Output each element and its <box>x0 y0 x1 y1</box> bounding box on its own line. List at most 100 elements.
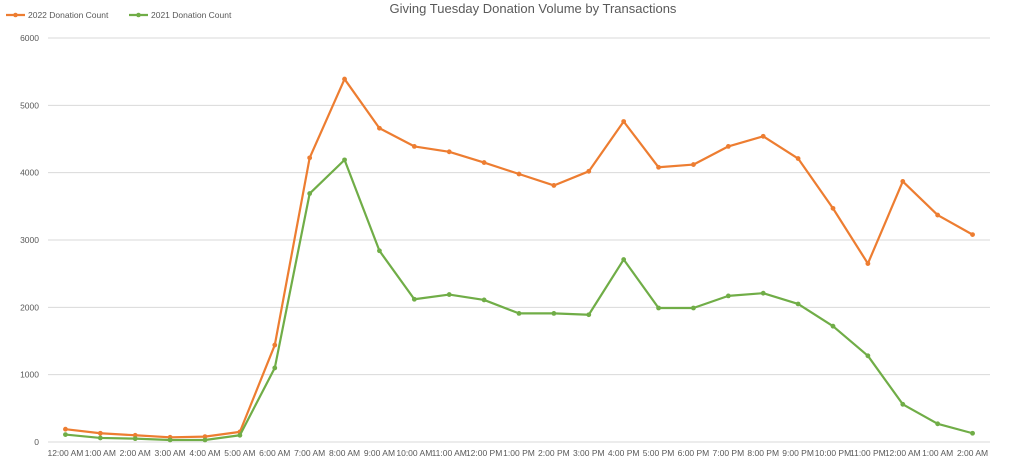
data-point <box>63 426 68 432</box>
data-point <box>97 435 103 441</box>
y-tick-label: 2000 <box>20 302 39 312</box>
legend-marker-2022 <box>13 12 18 18</box>
data-point <box>725 293 731 299</box>
data-point <box>411 144 417 149</box>
data-point <box>97 430 103 436</box>
data-point <box>830 205 836 211</box>
data-point <box>516 171 522 177</box>
data-point <box>307 191 313 196</box>
data-point <box>342 76 347 82</box>
data-point <box>586 168 592 174</box>
data-point <box>202 434 208 440</box>
data-point <box>481 297 487 303</box>
y-tick-label: 1000 <box>20 370 39 380</box>
x-tick-label: 3:00 PM <box>573 448 605 458</box>
x-tick-label: 11:00 AM <box>432 448 467 458</box>
data-point <box>272 342 278 348</box>
data-point <box>446 149 452 155</box>
series-group <box>63 76 975 443</box>
data-point <box>516 310 522 316</box>
y-tick-label: 0 <box>34 437 39 447</box>
y-tick-label: 5000 <box>20 100 39 110</box>
data-point <box>621 257 627 262</box>
data-point <box>411 296 417 302</box>
legend-item-2021: 2021 Donation Count <box>129 10 232 20</box>
data-point <box>551 183 557 188</box>
data-point <box>970 430 975 436</box>
x-tick-label: 6:00 PM <box>678 448 710 458</box>
legend-marker-2021 <box>136 12 141 18</box>
data-point <box>237 432 243 438</box>
data-point <box>307 155 313 161</box>
x-tick-label: 10:00 PM <box>815 448 851 458</box>
x-tick-label: 2:00 AM <box>957 448 988 458</box>
x-tick-label: 9:00 PM <box>782 448 814 458</box>
x-tick-label: 12:00 AM <box>47 448 83 458</box>
series-2022 <box>63 76 975 440</box>
x-tick-label: 2:00 AM <box>120 448 151 458</box>
x-tick-label: 10:00 AM <box>396 448 432 458</box>
data-point <box>377 248 382 254</box>
y-tick-label: 3000 <box>20 235 39 245</box>
data-point <box>795 156 801 161</box>
data-point <box>900 179 906 184</box>
data-point <box>167 437 173 443</box>
data-point <box>725 144 731 149</box>
data-point <box>830 323 836 329</box>
data-point <box>63 432 68 437</box>
x-tick-label: 8:00 PM <box>747 448 779 458</box>
data-point <box>656 305 661 311</box>
data-point <box>795 301 801 307</box>
series-2021 <box>63 157 975 443</box>
data-point <box>865 261 871 266</box>
data-point <box>935 212 941 218</box>
legend-label-2021: 2021 Donation Count <box>151 10 232 20</box>
x-tick-label: 4:00 AM <box>189 448 220 458</box>
data-point <box>691 305 696 311</box>
legend: 2022 Donation Count 2021 Donation Count <box>6 10 232 20</box>
x-tick-label: 8:00 AM <box>329 448 360 458</box>
data-point <box>377 125 382 131</box>
x-tick-label: 1:00 AM <box>922 448 953 458</box>
x-tick-label: 9:00 AM <box>364 448 395 458</box>
y-tick-label: 4000 <box>20 168 39 178</box>
data-point <box>760 290 766 296</box>
x-tick-label: 5:00 AM <box>224 448 255 458</box>
chart-title: Giving Tuesday Donation Volume by Transa… <box>390 1 677 16</box>
data-point <box>132 432 138 438</box>
data-point <box>760 133 766 139</box>
data-point <box>900 401 906 407</box>
x-tick-label: 11:00 PM <box>850 448 886 458</box>
x-axis-ticks: 12:00 AM 1:00 AM 2:00 AM 3:00 AM 4:00 AM 5:00… <box>47 448 988 458</box>
x-tick-label: 7:00 PM <box>713 448 745 458</box>
data-point <box>970 232 975 238</box>
data-point <box>481 160 487 165</box>
data-point <box>621 119 627 124</box>
data-point <box>272 365 278 371</box>
legend-label-2022: 2022 Donation Count <box>28 10 109 20</box>
x-tick-label: 6:00 AM <box>259 448 290 458</box>
gridlines <box>48 37 990 443</box>
legend-item-2022: 2022 Donation Count <box>6 10 109 20</box>
data-point <box>342 157 347 163</box>
data-point <box>935 421 941 427</box>
data-point <box>446 292 452 297</box>
y-tick-label: 6000 <box>20 33 39 43</box>
x-tick-label: 12:00 AM <box>885 448 921 458</box>
data-point <box>132 436 138 442</box>
x-tick-label: 7:00 AM <box>294 448 325 458</box>
data-point <box>656 164 661 170</box>
x-tick-label: 5:00 PM <box>643 448 675 458</box>
x-tick-label: 4:00 PM <box>608 448 640 458</box>
data-point <box>551 310 557 316</box>
x-tick-label: 3:00 AM <box>155 448 186 458</box>
x-tick-label: 12:00 PM <box>466 448 502 458</box>
data-point <box>691 162 696 167</box>
x-tick-label: 2:00 PM <box>538 448 570 458</box>
series-line <box>65 77 974 439</box>
y-axis-ticks: 0 1000 2000 3000 4000 5000 6000 <box>20 33 39 447</box>
x-tick-label: 1:00 PM <box>503 448 535 458</box>
data-point <box>865 353 871 359</box>
data-point <box>586 312 592 318</box>
